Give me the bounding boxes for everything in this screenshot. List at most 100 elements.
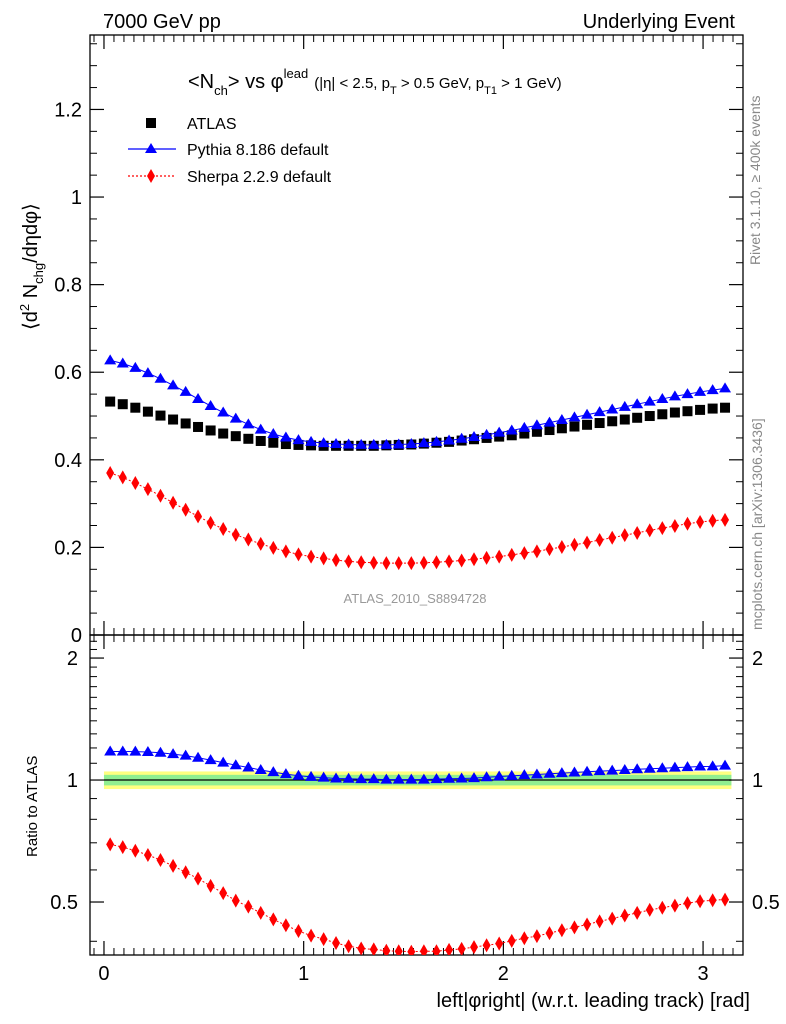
y-axis-label-mid: N — [20, 284, 42, 304]
data-point — [506, 430, 517, 441]
data-point — [694, 385, 707, 396]
ratio-point — [681, 761, 694, 772]
x-tick-labels: 0 1 2 3 — [98, 963, 708, 985]
y-tick-label: 0 — [71, 625, 82, 647]
ratio-point — [129, 745, 142, 756]
data-point — [519, 428, 530, 439]
ratio-point — [530, 768, 543, 779]
ratio-point — [620, 908, 629, 923]
data-point — [417, 437, 430, 448]
data-point — [532, 544, 541, 559]
ratio-y-tick-label-left: 1 — [67, 770, 78, 792]
data-point — [267, 427, 280, 438]
ratio-point — [719, 759, 732, 770]
ratio-point — [332, 936, 341, 951]
data-point — [581, 408, 594, 419]
ratio-point — [507, 933, 516, 948]
data-point — [231, 527, 240, 542]
series-line — [110, 472, 726, 564]
ratio-point — [668, 761, 681, 772]
data-point — [319, 551, 328, 566]
ratio-point — [307, 928, 316, 943]
title-mid: > vs φ — [228, 71, 284, 93]
ratio-point — [357, 941, 366, 955]
ratio-point — [394, 944, 403, 955]
data-point — [669, 407, 680, 418]
ratio-point — [518, 769, 531, 780]
data-point — [244, 532, 253, 547]
data-point — [520, 546, 529, 561]
main-data-series — [104, 354, 732, 571]
ratio-point — [706, 760, 719, 771]
data-point — [106, 465, 115, 480]
data-point — [607, 416, 618, 427]
data-point — [595, 532, 604, 547]
data-point — [606, 403, 619, 414]
ratio-point — [532, 929, 541, 944]
data-point — [168, 414, 179, 425]
data-point — [219, 522, 228, 537]
main-y-tick-labels: 0 0.2 0.4 0.6 0.8 1 1.2 — [54, 99, 82, 647]
data-point — [218, 428, 229, 439]
data-point — [457, 553, 466, 568]
ratio-y-tick-label-right: 2 — [752, 648, 763, 670]
data-point — [643, 395, 656, 406]
data-point — [355, 438, 368, 449]
data-point — [357, 555, 366, 570]
y-tick-label: 0.6 — [54, 362, 82, 384]
data-point — [695, 404, 706, 415]
title-cuts-1: (|η| < 2.5, p — [314, 75, 390, 92]
y-axis-label-main: ⟨d2 Nchg/dηdφ⟩ — [17, 203, 46, 330]
data-point — [392, 438, 405, 449]
ratio-panel-frame — [89, 634, 744, 956]
data-point — [117, 399, 128, 410]
ratio-point — [141, 745, 154, 756]
y-tick-label: 0.8 — [54, 275, 82, 297]
data-point — [631, 398, 644, 409]
data-point — [205, 425, 216, 436]
ratio-y-tick-labels: 0.5 0.5 1 1 2 2 — [50, 648, 780, 914]
data-point — [570, 537, 579, 552]
ratio-point — [319, 932, 328, 947]
ratio-point — [179, 749, 192, 760]
y-tick-label: 0.4 — [54, 450, 82, 472]
ratio-point — [169, 858, 178, 873]
data-point — [696, 515, 705, 530]
data-point — [181, 502, 190, 517]
data-point — [104, 354, 117, 365]
ratio-point — [419, 944, 428, 955]
ratio-point — [118, 840, 127, 855]
data-point — [169, 495, 178, 510]
data-point — [405, 438, 418, 449]
y-tick-label: 1 — [71, 187, 82, 209]
data-point — [143, 482, 152, 497]
legend: ATLAS Pythia 8.186 default Sherpa 2.2.9 … — [128, 116, 332, 186]
ratio-point — [606, 764, 619, 775]
data-point — [568, 411, 581, 422]
ratio-point — [294, 924, 303, 939]
ratio-point — [244, 899, 253, 914]
ratio-point — [581, 765, 594, 776]
y-tick-label: 0.2 — [54, 537, 82, 559]
data-point — [644, 411, 655, 422]
data-point — [683, 516, 692, 531]
data-point — [531, 426, 542, 437]
ratio-point — [305, 770, 318, 781]
ratio-point — [595, 914, 604, 929]
data-point — [593, 406, 606, 417]
data-point — [130, 402, 141, 413]
ratio-point — [618, 763, 631, 774]
ratio-point — [583, 917, 592, 932]
ratio-point — [242, 761, 255, 772]
data-point — [307, 549, 316, 564]
data-point — [681, 388, 694, 399]
data-point — [269, 540, 278, 555]
title-prefix: <N — [188, 71, 214, 93]
ratio-y-tick-label-right: 0.5 — [752, 892, 780, 914]
data-point — [569, 421, 580, 432]
data-point — [382, 556, 391, 571]
data-point — [344, 554, 353, 569]
data-point — [268, 437, 279, 448]
data-point — [518, 421, 531, 432]
ratio-point — [330, 772, 343, 783]
